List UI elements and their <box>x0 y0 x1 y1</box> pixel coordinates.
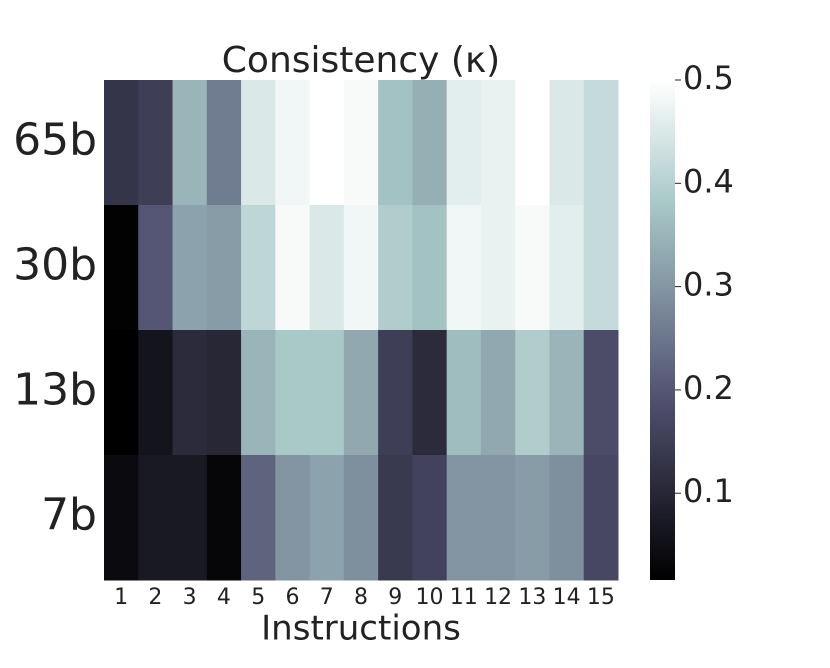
colorbar-tick-label: 0.4 <box>683 162 734 200</box>
heatmap-cell <box>549 80 585 206</box>
heatmap-cell <box>104 205 139 331</box>
heatmap-cell <box>378 330 413 456</box>
heatmap-cell <box>172 330 208 456</box>
colorbar <box>650 80 675 580</box>
heatmap-cell <box>309 205 345 331</box>
heatmap-cell <box>378 455 413 581</box>
heatmap-cell <box>343 330 379 456</box>
heatmap-cell <box>446 205 482 331</box>
heatmap-cell <box>515 205 550 331</box>
x-tick-label: 3 <box>183 585 197 610</box>
heatmap-cell <box>241 80 276 206</box>
heatmap-cell <box>480 455 516 581</box>
heatmap-cell <box>583 330 619 456</box>
y-tick-label: 13b <box>13 365 97 416</box>
heatmap-cell <box>446 80 482 206</box>
x-tick-label: 9 <box>388 585 402 610</box>
heatmap-cell <box>172 455 208 581</box>
y-tick-label: 30b <box>13 240 97 291</box>
x-tick-label: 7 <box>320 585 334 610</box>
heatmap-cell <box>104 80 139 206</box>
heatmap-cell <box>275 330 311 456</box>
heatmap-cell <box>275 455 311 581</box>
y-tick-label: 65b <box>13 115 97 166</box>
heatmap-cell <box>515 80 550 206</box>
heatmap-cell <box>206 205 242 331</box>
heatmap-cell <box>378 205 413 331</box>
heatmap-cell <box>138 330 174 456</box>
colorbar-tick-label: 0.5 <box>683 59 734 97</box>
heatmap-cell <box>241 205 276 331</box>
heatmap-cell <box>172 205 208 331</box>
heatmap-cell <box>206 80 242 206</box>
heatmap-cell <box>104 455 139 581</box>
heatmap-cell <box>138 205 174 331</box>
heatmap-cell <box>412 80 448 206</box>
heatmap-cell <box>275 80 311 206</box>
x-tick-label: 11 <box>450 585 478 610</box>
heatmap-cell <box>549 205 585 331</box>
heatmap-cell <box>583 205 619 331</box>
x-tick-label: 6 <box>285 585 299 610</box>
x-tick-label: 13 <box>518 585 546 610</box>
x-axis-label: Instructions <box>261 609 461 649</box>
heatmap-cell <box>583 455 619 581</box>
heatmap-cell <box>343 455 379 581</box>
heatmap-cell <box>412 455 448 581</box>
heatmap-cell <box>549 455 585 581</box>
heatmap-cell <box>480 205 516 331</box>
heatmap-cell <box>515 455 550 581</box>
heatmap-cell <box>104 330 139 456</box>
heatmap-cell <box>343 80 379 206</box>
x-tick-label: 14 <box>553 585 581 610</box>
heatmap-cell <box>378 80 413 206</box>
x-tick-label: 4 <box>217 585 231 610</box>
x-tick-label: 15 <box>587 585 615 610</box>
x-tick-label: 10 <box>416 585 444 610</box>
y-tick-label: 7b <box>41 490 97 541</box>
heatmap-cell <box>412 205 448 331</box>
heatmap-cell <box>309 455 345 581</box>
x-tick-label: 1 <box>114 585 128 610</box>
heatmap-cell <box>480 330 516 456</box>
colorbar-tick-label: 0.3 <box>683 266 734 304</box>
x-tick-label: 2 <box>148 585 162 610</box>
heatmap-cell <box>480 80 516 206</box>
heatmap-cell <box>241 455 276 581</box>
heatmap-cell <box>446 330 482 456</box>
heatmap-cell <box>138 80 174 206</box>
heatmap-cell <box>138 455 174 581</box>
heatmap-cell <box>412 330 448 456</box>
heatmap-cell <box>206 455 242 581</box>
chart-title: Consistency (κ) <box>222 40 500 81</box>
heatmap-cell <box>241 330 276 456</box>
heatmap-cell <box>446 455 482 581</box>
heatmap-cell <box>309 80 345 206</box>
heatmap-cell <box>515 330 550 456</box>
heatmap-cell <box>309 330 345 456</box>
heatmap-cell <box>172 80 208 206</box>
colorbar-tick-label: 0.1 <box>683 472 734 510</box>
heatmap-cell <box>343 205 379 331</box>
x-tick-label: 8 <box>354 585 368 610</box>
colorbar-tick-label: 0.2 <box>683 369 734 407</box>
x-tick-label: 5 <box>251 585 265 610</box>
x-tick-label: 12 <box>484 585 512 610</box>
heatmap-cell <box>583 80 619 206</box>
heatmap-cell <box>549 330 585 456</box>
heatmap-cell <box>206 330 242 456</box>
heatmap-cell <box>275 205 311 331</box>
